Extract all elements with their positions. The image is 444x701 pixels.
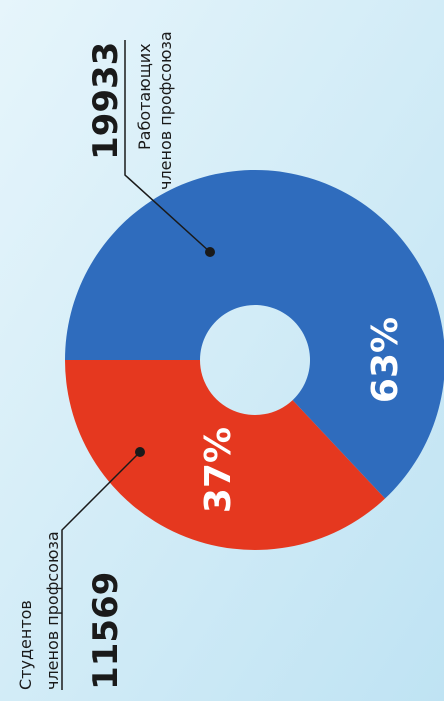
category-label: членов профсоюза (156, 31, 175, 190)
category-label: Студентов (16, 600, 35, 690)
leader-dot (205, 247, 215, 257)
leader-line (61, 451, 141, 690)
donut-slice (65, 170, 444, 499)
count-label: 19933 (86, 42, 126, 160)
category-label: Работающих (135, 43, 154, 150)
leader-dot (135, 447, 145, 457)
value-label: 63% (365, 317, 406, 403)
count-label: 11569 (86, 572, 126, 690)
donut-slice (65, 360, 386, 551)
value-label: 37% (198, 427, 239, 513)
leader-line (124, 40, 211, 253)
category-label: членов профсоюза (43, 531, 62, 690)
donut (65, 170, 444, 551)
